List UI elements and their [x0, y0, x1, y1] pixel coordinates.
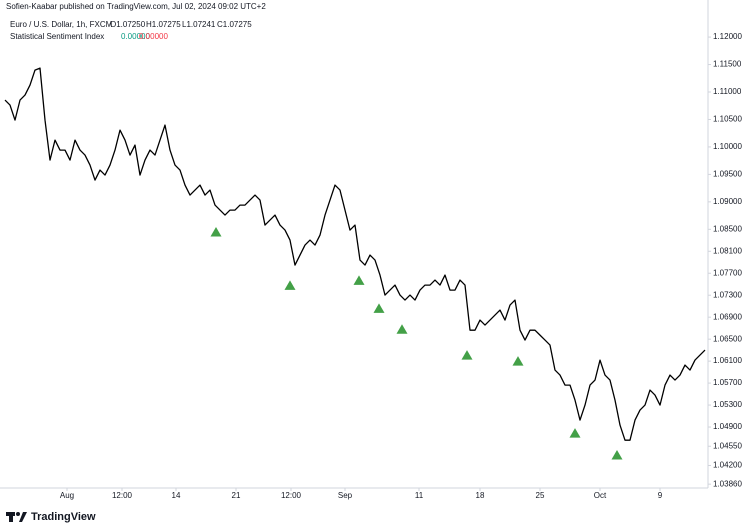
y-tick-label: 1.07300	[713, 290, 742, 299]
x-tick-label: 9	[658, 491, 663, 500]
x-tick-label: 12:00	[112, 491, 133, 500]
y-tick-label: 1.04900	[713, 422, 742, 431]
indicator-value: 0.00000	[139, 32, 168, 41]
y-tick-label: 1.12000	[713, 32, 742, 41]
x-tick-label: Oct	[594, 491, 607, 500]
signal-marker	[284, 280, 296, 290]
chart-title: Euro / U.S. Dollar, 1h, FXCM	[10, 20, 113, 29]
x-tick-label: 14	[172, 491, 181, 500]
y-tick-label: 1.08500	[713, 224, 742, 233]
signal-marker	[569, 428, 581, 438]
y-tick-label: 1.10500	[713, 115, 742, 124]
y-tick-label: 1.07700	[713, 268, 742, 277]
signal-marker	[611, 450, 623, 460]
publisher: Sofien-Kaabar published on TradingView.c…	[6, 2, 266, 11]
indicator-value: 0.00000	[121, 32, 150, 41]
y-tick-label: 1.04550	[713, 441, 742, 450]
x-tick-label: Sep	[338, 491, 353, 500]
price-line	[4, 67, 706, 441]
y-tick-label: 1.03860	[713, 479, 742, 488]
x-tick-label: 25	[536, 491, 545, 500]
indicator-name: Statistical Sentiment Index	[10, 32, 104, 41]
y-tick-label: 1.06100	[713, 356, 742, 365]
ohlc-high: H1.07275	[146, 20, 181, 29]
signal-marker	[396, 324, 408, 334]
y-tick-label: 1.09000	[713, 197, 742, 206]
y-tick-label: 1.10000	[713, 142, 742, 151]
signal-marker	[461, 350, 473, 360]
signal-marker	[512, 356, 524, 366]
ohlc-close: C1.07275	[217, 20, 252, 29]
y-tick-label: 1.09500	[713, 169, 742, 178]
y-tick-label: 1.11000	[713, 87, 742, 96]
brand-logo	[6, 512, 27, 522]
x-tick-label: Aug	[60, 491, 74, 500]
x-tick-label: 18	[476, 491, 485, 500]
brand-name: TradingView	[31, 511, 96, 523]
y-tick-label: 1.05700	[713, 378, 742, 387]
x-tick-label: 21	[232, 491, 241, 500]
x-tick-label: 12:00	[281, 491, 302, 500]
ohlc-low: L1.07241	[182, 20, 216, 29]
signal-marker	[210, 227, 222, 237]
y-tick-label: 1.06500	[713, 334, 742, 343]
signal-marker	[353, 275, 365, 285]
ohlc-open: O1.07250	[110, 20, 146, 29]
x-tick-label: 11	[415, 491, 424, 500]
y-tick-label: 1.06900	[713, 312, 742, 321]
y-tick-label: 1.11500	[713, 60, 742, 69]
y-tick-label: 1.04200	[713, 461, 742, 470]
y-tick-label: 1.08100	[713, 246, 742, 255]
signal-marker	[373, 303, 385, 313]
y-tick-label: 1.05300	[713, 400, 742, 409]
